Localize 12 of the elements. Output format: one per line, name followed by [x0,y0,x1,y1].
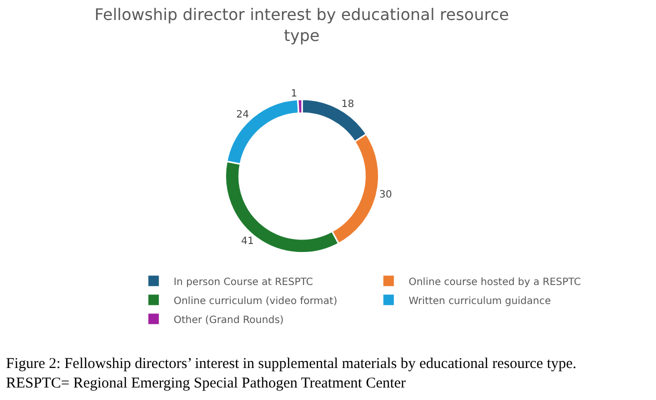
caption: Figure 2: Fellowship directors’ interest in supplemental materials by educational resource type. RESPTC= Regional Emerging Special Pathogen Treatment Center [6,356,576,392]
data-label: 41 [241,236,254,247]
data-label: 30 [379,190,392,201]
chart-title: Fellowship director interest by educational resource type [94,5,509,45]
data-label: 18 [341,98,354,110]
legend-label: Online course hosted by a RESPTC [408,276,581,288]
legend-label: In person Course at RESPTC [174,276,314,288]
legend-label: Other (Grand Rounds) [174,314,284,326]
legend-label: Online curriculum (video format) [174,296,338,307]
legend-label: Written curriculum guidance [408,296,551,307]
data-label: 1 [290,88,298,100]
data-label: 24 [236,110,249,121]
